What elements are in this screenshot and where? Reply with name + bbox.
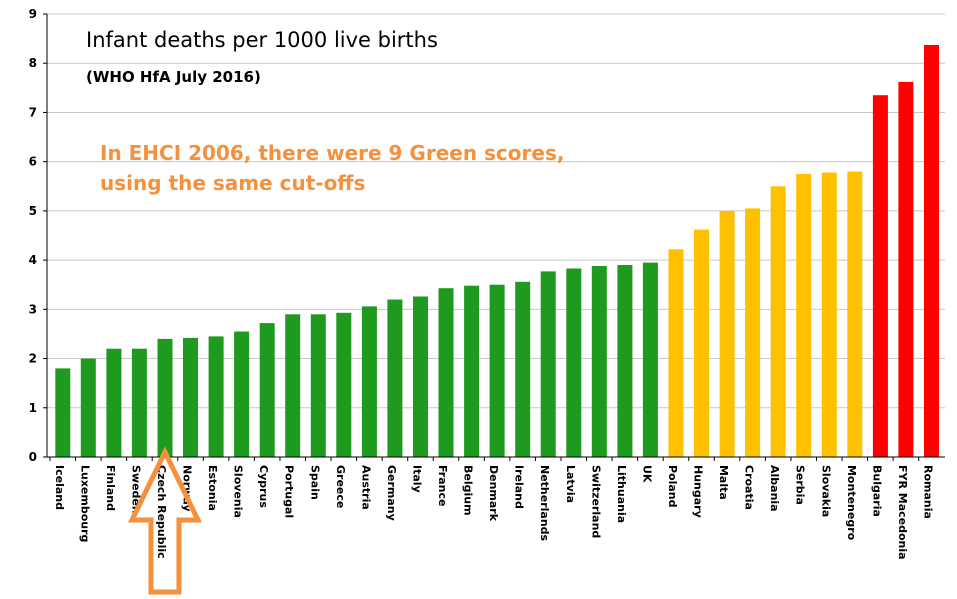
y-tick-label: 5 (29, 204, 37, 218)
x-tick-label: Poland (666, 465, 679, 508)
y-tick-label: 1 (29, 401, 37, 415)
bar (847, 171, 863, 457)
x-tick-label: Portugal (283, 465, 296, 518)
chart-subtitle: (WHO HfA July 2016) (86, 68, 261, 86)
x-tick-labels: Iceland Luxembourg Finland Sweden Czech Repu… (53, 465, 935, 560)
x-tick-label: Ireland (513, 465, 526, 509)
x-tick-label: Spain (308, 465, 321, 500)
x-tick-label: Czech Republic (155, 465, 168, 559)
up-arrow-icon (127, 446, 202, 595)
x-tick-label: Germany (385, 465, 398, 521)
bar (591, 266, 607, 457)
x-tick-label: Cyprus (257, 465, 270, 508)
x-tick-label: UK (640, 465, 653, 483)
x-tick-label: Belgium (462, 465, 475, 516)
bar (617, 265, 633, 457)
y-tick-label: 9 (29, 7, 37, 21)
y-tick-labels: 0 1 2 3 4 5 6 7 8 9 (29, 7, 37, 464)
x-tick-label: Finland (104, 465, 117, 511)
bar (336, 312, 352, 457)
x-tick-label: Slovenia (232, 465, 245, 518)
x-tick-label: Italy (410, 465, 423, 493)
x-tick-label: Albania (768, 465, 781, 512)
bar (131, 348, 147, 457)
bar (234, 331, 250, 457)
x-tick-label: Denmark (487, 465, 500, 522)
x-tick-label: Slovakia (819, 465, 832, 517)
bar (361, 306, 377, 457)
x-tick-label: France (436, 465, 449, 506)
x-tick-label: Austria (359, 465, 372, 510)
bar (642, 262, 658, 457)
x-tick-label: Greece (334, 465, 347, 508)
bar (80, 358, 96, 457)
bar (668, 249, 684, 457)
bar (438, 288, 454, 457)
y-tick-label: 6 (29, 155, 37, 169)
bar (413, 296, 428, 457)
bar (259, 323, 275, 457)
y-tick-label: 2 (29, 352, 37, 366)
annotation-line-2: using the same cut-offs (100, 171, 366, 195)
bar (694, 229, 709, 457)
x-tick-label: Malta (717, 465, 730, 500)
y-tick-label: 0 (29, 450, 37, 464)
x-tick-label: Serbia (794, 465, 807, 505)
y-tick-label: 7 (29, 105, 37, 119)
bar (872, 95, 888, 457)
bar (898, 81, 914, 458)
highlight-arrow (127, 446, 202, 595)
bar (566, 268, 582, 457)
x-tick-label: Estonia (206, 465, 219, 511)
bar (55, 368, 71, 457)
x-tick-label: Latvia (564, 465, 577, 503)
annotation-line-1: In EHCI 2006, there were 9 Green scores, (100, 141, 565, 165)
bar (821, 172, 837, 457)
x-tick-label: Netherlands (538, 465, 551, 542)
bar (745, 208, 761, 457)
bar (770, 186, 786, 458)
bar (106, 348, 122, 457)
x-tick-label: Lithuania (615, 465, 628, 523)
y-tick-label: 3 (29, 302, 37, 316)
y-tick-label: 4 (29, 253, 37, 267)
bar (924, 45, 939, 457)
bar (489, 284, 505, 457)
bar (183, 337, 198, 457)
x-tick-label: Romania (921, 465, 934, 519)
x-tick-label: Hungary (692, 465, 705, 518)
bar (157, 338, 173, 457)
bar (310, 314, 326, 457)
x-tick-label: Bulgaria (870, 465, 883, 517)
bar (387, 299, 403, 457)
x-tick-label: Croatia (743, 465, 756, 510)
bar (540, 271, 556, 457)
bar (719, 210, 735, 457)
x-tick-label: Switzerland (589, 465, 602, 538)
bar (285, 314, 301, 457)
bar (208, 336, 224, 457)
x-tick-label: FYR Macedonia (896, 465, 909, 560)
x-tick-label: Iceland (53, 465, 66, 510)
axes (43, 13, 945, 461)
chart-title: Infant deaths per 1000 live births (86, 28, 438, 52)
bar (464, 285, 480, 457)
x-tick-label: Luxembourg (78, 465, 91, 542)
bar (796, 174, 812, 457)
y-tick-label: 8 (29, 56, 37, 70)
bar (515, 281, 531, 457)
bars (55, 45, 939, 458)
annotation-text: In EHCI 2006, there were 9 Green scores,… (100, 138, 564, 198)
x-tick-label: Montenegro (845, 465, 858, 541)
